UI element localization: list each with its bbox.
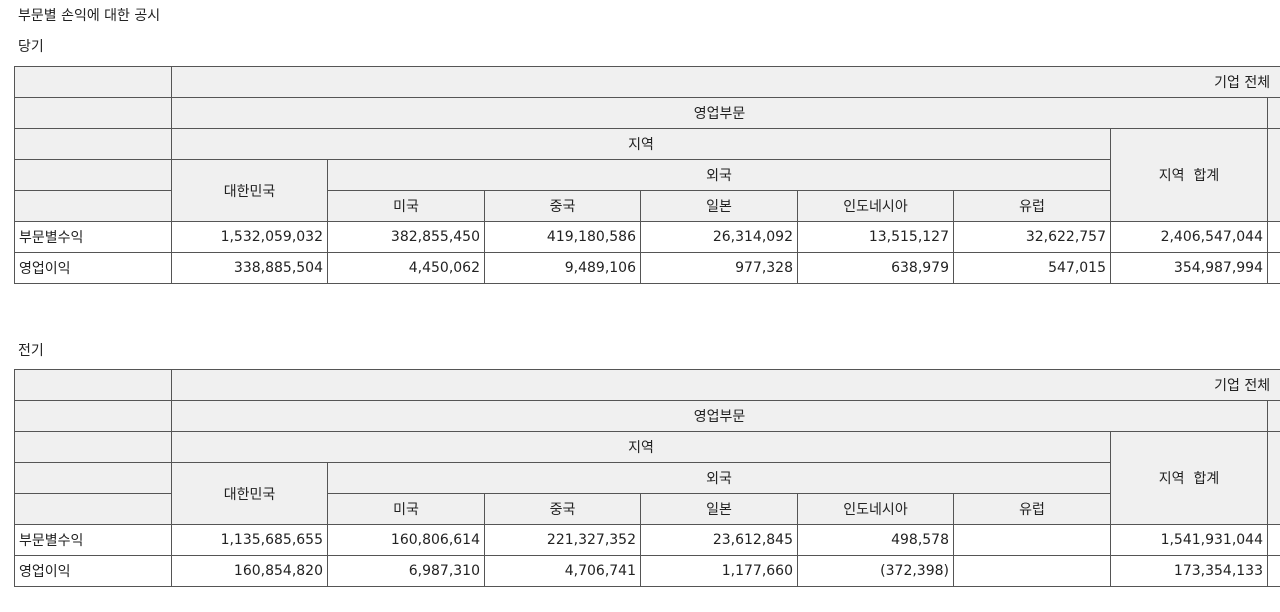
header-country-usa: 미국 [327, 190, 485, 222]
table-row: 영업이익 338,885,504 4,450,062 9,489,106 977… [14, 252, 1280, 284]
value-cell [953, 555, 1111, 587]
header-country-indonesia: 인도네시아 [797, 493, 954, 525]
header-blank-cell [14, 431, 172, 463]
header-operating-segment: 영업부문 [171, 400, 1268, 432]
header-country-usa: 미국 [327, 493, 485, 525]
value-cell: 26,314,092 [640, 221, 798, 253]
value-cell: 498,578 [797, 524, 954, 556]
row-label: 영업이익 [14, 555, 172, 587]
value-cell: 1,532,059,032 [171, 221, 328, 253]
section-label-prior: 전기 [18, 343, 44, 359]
section-label-current: 당기 [18, 39, 44, 55]
value-cell: 1,177,660 [640, 555, 798, 587]
header-blank-cell [14, 190, 172, 222]
value-cell: 13,515,127 [797, 221, 954, 253]
header-region-total: 지역 합계 [1110, 128, 1268, 222]
value-cell: 338,885,504 [171, 252, 328, 284]
header-blank-cell [14, 128, 172, 160]
header-blank-cell [1266, 128, 1280, 222]
value-cell: 6,987,310 [327, 555, 485, 587]
value-cell: 32,622,757 [953, 221, 1111, 253]
segment-table-current: 기업 전체 영업부문 지역 지역 합계 대한민국 외국 미국 중국 일본 인도네… [14, 66, 1280, 284]
value-cell: 4,450,062 [327, 252, 485, 284]
value-cell: 2,406,547,044 [1110, 221, 1268, 253]
value-cell: 173,354,133 [1110, 555, 1268, 587]
header-blank-cell [14, 159, 172, 191]
header-country-europe: 유럽 [953, 493, 1111, 525]
value-cell: 221,327,352 [484, 524, 641, 556]
header-country-japan: 일본 [640, 190, 798, 222]
header-country-china: 중국 [484, 190, 641, 222]
table-row: 부문별수익 1,135,685,655 160,806,614 221,327,… [14, 524, 1280, 556]
table-row: 부문별수익 1,532,059,032 382,855,450 419,180,… [14, 221, 1280, 253]
header-country-japan: 일본 [640, 493, 798, 525]
value-cell: 419,180,586 [484, 221, 641, 253]
header-enterprise-total: 기업 전체 [170, 369, 1280, 401]
value-cell: 9,489,106 [484, 252, 641, 284]
value-cell: 23,612,845 [640, 524, 798, 556]
header-blank-cell [14, 400, 172, 432]
value-cell: 977,328 [640, 252, 798, 284]
value-cell [953, 524, 1111, 556]
page-title: 부문별 손익에 대한 공시 [18, 8, 161, 24]
header-enterprise-total: 기업 전체 [170, 66, 1280, 98]
header-blank-cell [14, 369, 172, 401]
header-blank-cell [1266, 431, 1280, 525]
row-label: 부문별수익 [14, 221, 172, 253]
value-cell: 638,979 [797, 252, 954, 284]
header-korea: 대한민국 [171, 462, 328, 525]
value-cell: 382,855,450 [327, 221, 485, 253]
header-blank-cell [14, 66, 172, 98]
value-cell [1266, 221, 1280, 253]
row-label: 부문별수익 [14, 524, 172, 556]
value-cell: 160,854,820 [171, 555, 328, 587]
header-region: 지역 [171, 128, 1111, 160]
header-korea: 대한민국 [171, 159, 328, 222]
header-operating-segment: 영업부문 [171, 97, 1268, 129]
header-region-total: 지역 합계 [1110, 431, 1268, 525]
value-cell [1266, 252, 1280, 284]
value-cell: 4,706,741 [484, 555, 641, 587]
header-foreign: 외국 [327, 159, 1111, 191]
value-cell: 1,541,931,044 [1110, 524, 1268, 556]
header-region: 지역 [171, 431, 1111, 463]
value-cell [1266, 524, 1280, 556]
header-blank-cell [1266, 400, 1280, 432]
header-country-indonesia: 인도네시아 [797, 190, 954, 222]
value-cell: 354,987,994 [1110, 252, 1268, 284]
segment-table-prior: 기업 전체 영업부문 지역 지역 합계 대한민국 외국 미국 중국 일본 인도네… [14, 369, 1280, 587]
header-blank-cell [14, 97, 172, 129]
value-cell [1266, 555, 1280, 587]
row-label: 영업이익 [14, 252, 172, 284]
header-foreign: 외국 [327, 462, 1111, 494]
header-country-europe: 유럽 [953, 190, 1111, 222]
table-row: 영업이익 160,854,820 6,987,310 4,706,741 1,1… [14, 555, 1280, 587]
value-cell: 547,015 [953, 252, 1111, 284]
header-blank-cell [14, 493, 172, 525]
header-country-china: 중국 [484, 493, 641, 525]
value-cell: (372,398) [797, 555, 954, 587]
value-cell: 160,806,614 [327, 524, 485, 556]
value-cell: 1,135,685,655 [171, 524, 328, 556]
header-blank-cell [14, 462, 172, 494]
header-blank-cell [1266, 97, 1280, 129]
